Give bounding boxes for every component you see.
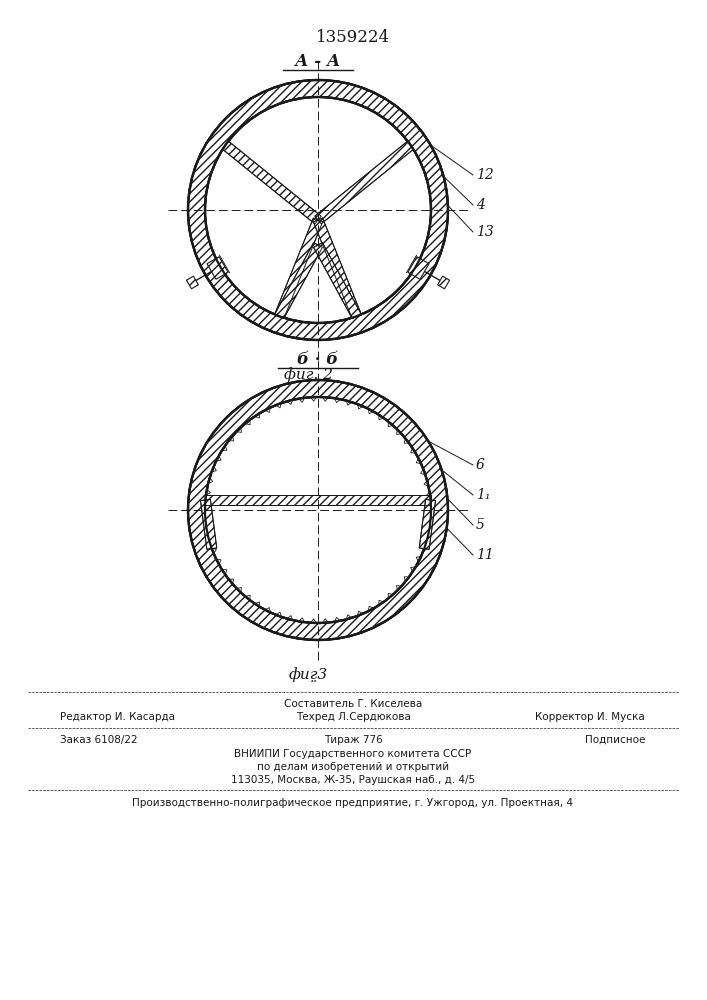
Polygon shape [408,257,429,279]
Polygon shape [419,499,436,549]
Circle shape [205,397,431,623]
Circle shape [188,80,448,340]
Text: 6: 6 [476,458,485,472]
Circle shape [205,97,431,323]
Text: ВНИИПИ Государственного комитета СССР: ВНИИПИ Государственного комитета СССР [235,749,472,759]
Polygon shape [206,495,431,505]
Circle shape [188,380,448,640]
Text: фиг. 2: фиг. 2 [284,368,332,382]
Text: Подписное: Подписное [585,735,645,745]
Text: А - А: А - А [296,53,341,70]
Polygon shape [315,141,414,224]
Polygon shape [207,257,228,279]
Text: Заказ 6108/22: Заказ 6108/22 [60,735,138,745]
Polygon shape [275,218,322,318]
Text: 4: 4 [476,198,485,212]
Text: Корректор И. Муска: Корректор И. Муска [535,712,645,722]
Text: Техред Л.Сердюкова: Техред Л.Сердюкова [296,712,411,722]
Text: б · б: б · б [298,352,339,368]
Text: 5: 5 [476,518,485,532]
Text: фиг̤3: фиг̤3 [288,668,327,682]
Text: Производственно-полиграфическое предприятие, г. Ужгород, ул. Проектная, 4: Производственно-полиграфическое предприя… [132,798,573,808]
Text: 11: 11 [476,548,493,562]
Polygon shape [275,243,322,319]
Text: Тираж 776: Тираж 776 [324,735,382,745]
Polygon shape [222,141,321,224]
Polygon shape [314,243,361,319]
Text: Редактор И. Касарда: Редактор И. Касарда [60,712,175,722]
Polygon shape [313,218,361,318]
Polygon shape [438,276,450,289]
Text: 1359224: 1359224 [316,28,390,45]
Text: 1₁: 1₁ [476,488,491,502]
Text: 12: 12 [476,168,493,182]
Polygon shape [187,276,199,289]
Text: по делам изобретений и открытий: по делам изобретений и открытий [257,762,449,772]
Text: Составитель Г. Киселева: Составитель Г. Киселева [284,699,422,709]
Polygon shape [201,499,217,549]
Text: 13: 13 [476,225,493,239]
Text: 113035, Москва, Ж-35, Раушская наб., д. 4/5: 113035, Москва, Ж-35, Раушская наб., д. … [231,775,475,785]
